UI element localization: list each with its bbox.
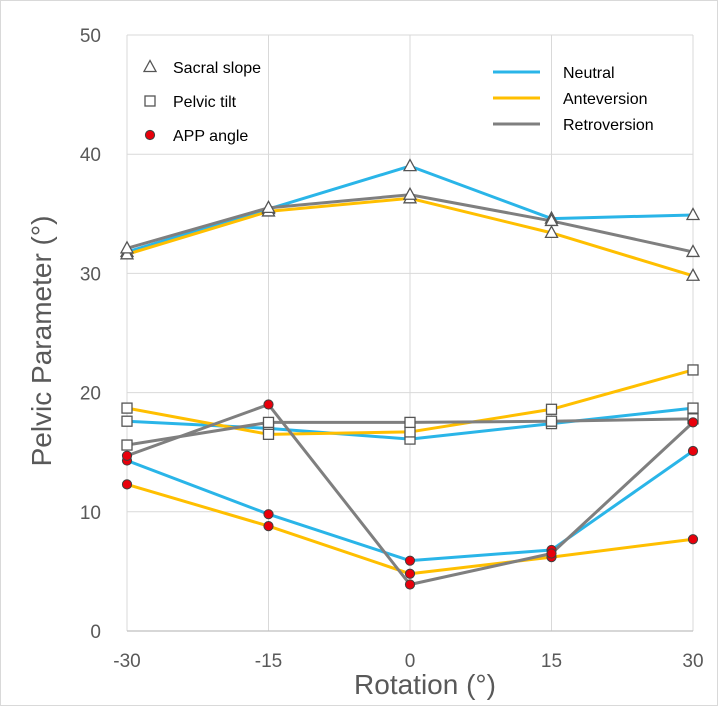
data-point-pelvic-tilt-retroversion	[545, 415, 558, 427]
data-point-sacral-slope-neutral	[685, 207, 701, 221]
data-point-app-angle-retroversion	[546, 548, 557, 559]
data-point-sacral-slope-anteversion	[685, 267, 701, 281]
data-point-pelvic-tilt-anteversion	[121, 402, 133, 414]
legend-conditions: Neutral Anteversion Retroversion	[493, 65, 654, 134]
x-tick-label: 0	[405, 651, 416, 672]
data-point-pelvic-tilt-retroversion	[121, 439, 133, 451]
legend-label-app-angle: APP angle	[173, 128, 248, 145]
data-point-sacral-slope-neutral	[402, 158, 418, 172]
y-tick-label: 50	[80, 26, 101, 47]
data-point-sacral-slope-retroversion	[544, 213, 559, 227]
x-tick-label: 30	[682, 651, 703, 672]
data-point-pelvic-tilt-neutral	[687, 402, 699, 414]
legend-label-pelvic-tilt: Pelvic tilt	[173, 94, 237, 111]
data-point-app-angle-anteversion	[687, 534, 699, 545]
data-point-pelvic-tilt-anteversion	[262, 428, 275, 440]
y-tick-label: 40	[80, 145, 101, 166]
y-tick-label: 20	[80, 384, 101, 405]
x-axis-title: Rotation (°)	[354, 669, 496, 700]
data-point-app-angle-retroversion	[121, 450, 133, 461]
legend-square-icon	[144, 95, 156, 107]
y-tick-label: 0	[90, 622, 101, 643]
data-point-app-angle-retroversion	[404, 579, 416, 590]
series-markers	[119, 158, 701, 590]
legend-triangle-icon	[142, 59, 158, 73]
legend-circle-icon	[144, 129, 156, 141]
legend-parameters: Sacral slope Pelvic tilt APP angle	[142, 59, 261, 145]
legend-label-sacral-slope: Sacral slope	[173, 60, 261, 77]
data-point-pelvic-tilt-retroversion	[404, 416, 416, 429]
data-point-pelvic-tilt-anteversion	[404, 426, 416, 438]
y-tick-label: 10	[80, 503, 101, 524]
data-point-pelvic-tilt-anteversion	[687, 364, 699, 376]
data-point-sacral-slope-retroversion	[261, 199, 276, 213]
data-point-app-angle-neutral	[687, 445, 699, 457]
data-point-app-angle-neutral	[263, 509, 274, 520]
data-point-app-angle-retroversion	[263, 399, 274, 410]
legend-label-retroversion: Retroversion	[563, 117, 654, 134]
data-point-app-angle-anteversion	[404, 568, 416, 579]
x-tick-label: 15	[541, 651, 562, 672]
data-point-sacral-slope-anteversion	[544, 225, 559, 239]
x-tick-label: -15	[255, 651, 282, 672]
data-point-sacral-slope-retroversion	[685, 244, 701, 258]
data-point-pelvic-tilt-anteversion	[545, 403, 558, 415]
legend-label-anteversion: Anteversion	[563, 91, 648, 108]
legend-label-neutral: Neutral	[563, 65, 615, 82]
data-point-sacral-slope-retroversion	[119, 240, 135, 254]
data-point-pelvic-tilt-retroversion	[262, 416, 275, 429]
data-point-app-angle-anteversion	[121, 479, 133, 490]
data-point-pelvic-tilt-neutral	[121, 415, 133, 427]
y-axis-title: Pelvic Parameter (°)	[26, 216, 57, 467]
y-tick-label: 30	[80, 264, 101, 285]
data-point-sacral-slope-retroversion	[402, 186, 418, 200]
data-point-app-angle-anteversion	[263, 521, 274, 532]
x-tick-label: -30	[113, 651, 140, 672]
data-point-app-angle-neutral	[404, 555, 416, 566]
tick-labels: 0 10 20 30 40 50 -30 -15 0 15 30	[80, 26, 704, 672]
grid-lines	[126, 34, 694, 631]
data-point-app-angle-retroversion	[687, 417, 699, 428]
